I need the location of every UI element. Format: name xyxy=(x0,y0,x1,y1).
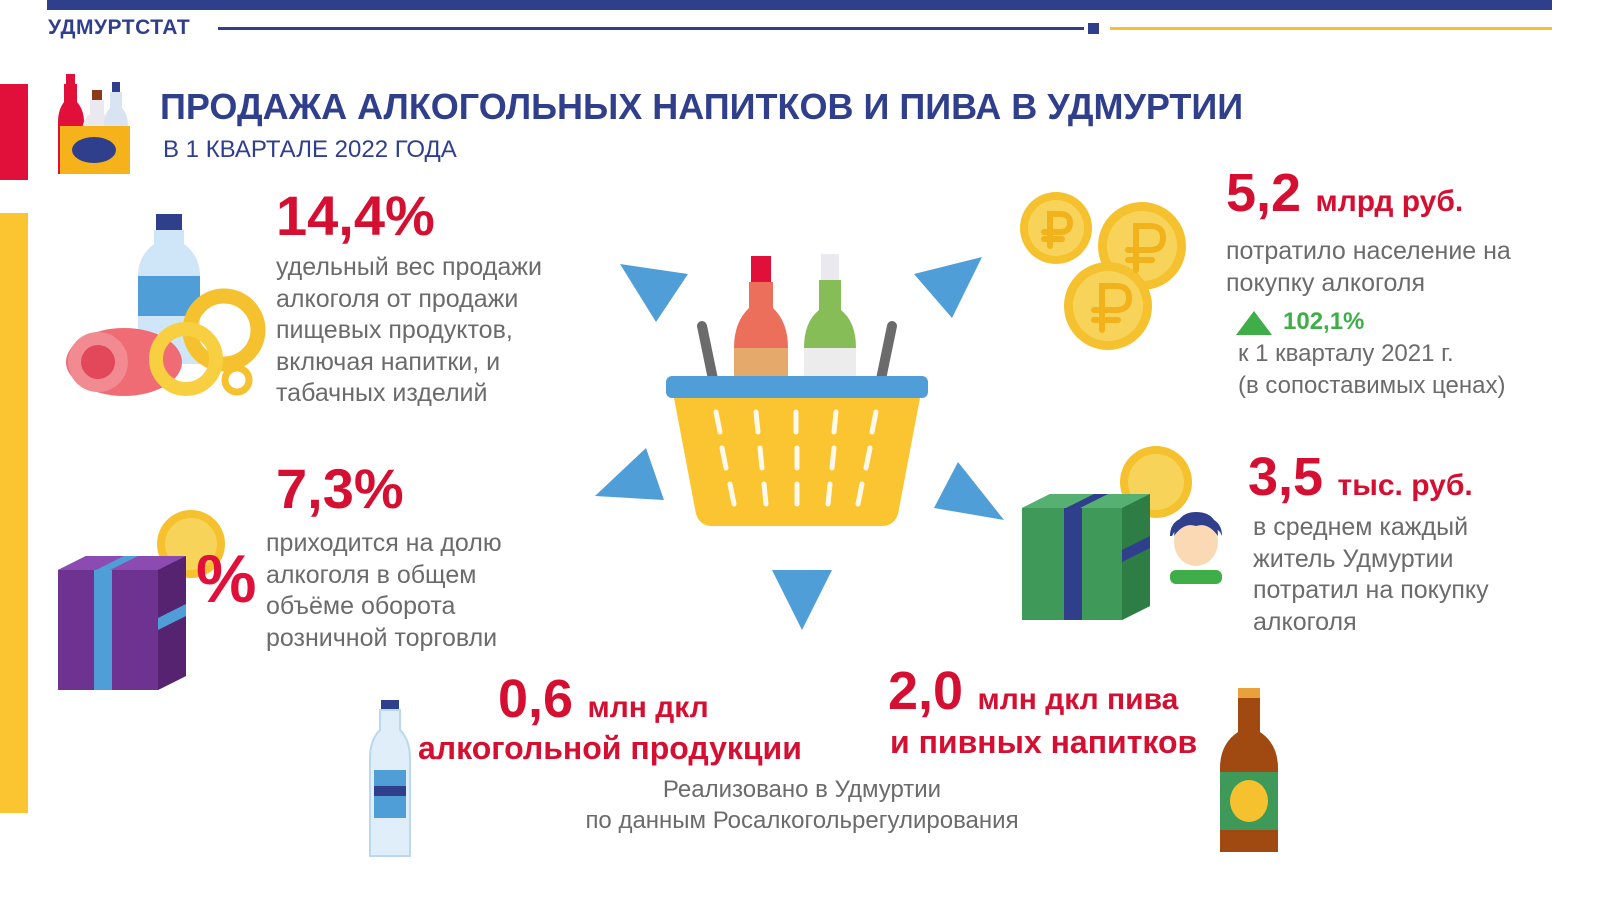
beer-volume-label: и пивных напитков xyxy=(890,724,1198,760)
per-capita-unit: тыс. руб. xyxy=(1337,469,1473,502)
bottles-icon xyxy=(58,74,130,174)
retail-share-description: приходится на долю алкоголя в общем объё… xyxy=(266,528,566,654)
text-line: включая напитки, и xyxy=(276,347,501,376)
basket-illustration xyxy=(595,254,1004,630)
coins-icon xyxy=(1020,192,1186,350)
text-line: табачных изделий xyxy=(276,379,488,407)
text-line: приходится на долю xyxy=(266,529,502,557)
text-line: объёме оборота xyxy=(266,592,456,620)
footnote-line: Реализовано в Удмуртии xyxy=(662,776,942,803)
header-line-accent xyxy=(1110,27,1552,30)
beer-volume-figure: 2,0 млн дкл пива xyxy=(888,660,1178,722)
arrow-icon xyxy=(620,264,688,322)
text-line: потратило население на xyxy=(1226,237,1511,265)
header-line xyxy=(218,27,1084,30)
growth-up-icon xyxy=(1236,311,1272,335)
text-line: в среднем каждый xyxy=(1253,513,1469,541)
text-line: (в сопоставимых ценах) xyxy=(1238,371,1506,399)
side-accent-yellow xyxy=(0,213,28,813)
food-share-description: удельный вес продажи алкоголя от продажи… xyxy=(276,252,576,410)
spent-total-unit: млрд руб. xyxy=(1315,185,1464,218)
beer-volume-unit: млн дкл пива xyxy=(977,683,1179,716)
text-line: алкоголя xyxy=(1253,607,1357,636)
alcohol-volume-figure: 0,6 млн дкл xyxy=(498,668,709,730)
gift-coin-icon xyxy=(58,510,225,690)
alcohol-volume-unit: млн дкл xyxy=(587,691,709,724)
footnote: Реализовано в Удмуртии по данным Росалко… xyxy=(552,774,1052,836)
text-line: удельный вес продажи xyxy=(276,253,542,281)
arrow-icon xyxy=(772,570,832,630)
percent-icon: % xyxy=(196,541,257,617)
text-line: алкоголя от продажи xyxy=(276,284,519,313)
text-line: покупку алкоголя xyxy=(1226,268,1426,297)
spent-total-figure: 5,2 млрд руб. xyxy=(1226,162,1463,224)
groceries-icon xyxy=(66,214,266,396)
brand-label: УДМУРТСТАТ xyxy=(48,16,191,39)
food-share-value: 14,4% xyxy=(276,184,435,247)
growth-description: к 1 кварталу 2021 г. (в сопоставимых цен… xyxy=(1238,338,1568,401)
text-line: пищевых продуктов, xyxy=(276,316,513,344)
footnote-line: по данным Росалкогольрегулирования xyxy=(585,807,1019,834)
per-capita-description: в среднем каждый житель Удмуртии потрати… xyxy=(1253,512,1553,638)
beer-volume-value: 2,0 xyxy=(888,661,964,721)
alcohol-volume-label: алкогольной продукции xyxy=(418,730,802,766)
arrow-icon xyxy=(595,448,664,500)
text-line: розничной торговли xyxy=(266,623,498,652)
page-title: ПРОДАЖА АЛКОГОЛЬНЫХ НАПИТКОВ И ПИВА В УД… xyxy=(160,86,1244,127)
header-square xyxy=(1088,23,1099,34)
spent-total-value: 5,2 xyxy=(1226,163,1302,223)
gift-person-icon xyxy=(1022,446,1222,620)
text-line: алкоголя в общем xyxy=(266,560,477,589)
arrow-icon xyxy=(934,462,1004,520)
per-capita-figure: 3,5 тыс. руб. xyxy=(1248,446,1473,508)
side-accent-red xyxy=(0,84,28,180)
text-line: потратил на покупку xyxy=(1253,576,1489,604)
retail-share-value: 7,3% xyxy=(276,457,404,520)
text-line: к 1 кварталу 2021 г. xyxy=(1238,340,1454,367)
top-bar xyxy=(47,0,1552,10)
growth-value: 102,1% xyxy=(1283,308,1365,335)
per-capita-value: 3,5 xyxy=(1248,447,1324,507)
page-subtitle: В 1 КВАРТАЛЕ 2022 ГОДА xyxy=(163,136,457,163)
beer-bottle-icon xyxy=(1220,688,1278,852)
spent-total-description: потратило население на покупку алкоголя xyxy=(1226,236,1566,299)
alcohol-volume-value: 0,6 xyxy=(498,669,574,729)
vodka-bottle-icon xyxy=(369,700,411,857)
text-line: житель Удмуртии xyxy=(1253,544,1454,573)
arrow-icon xyxy=(914,257,982,318)
